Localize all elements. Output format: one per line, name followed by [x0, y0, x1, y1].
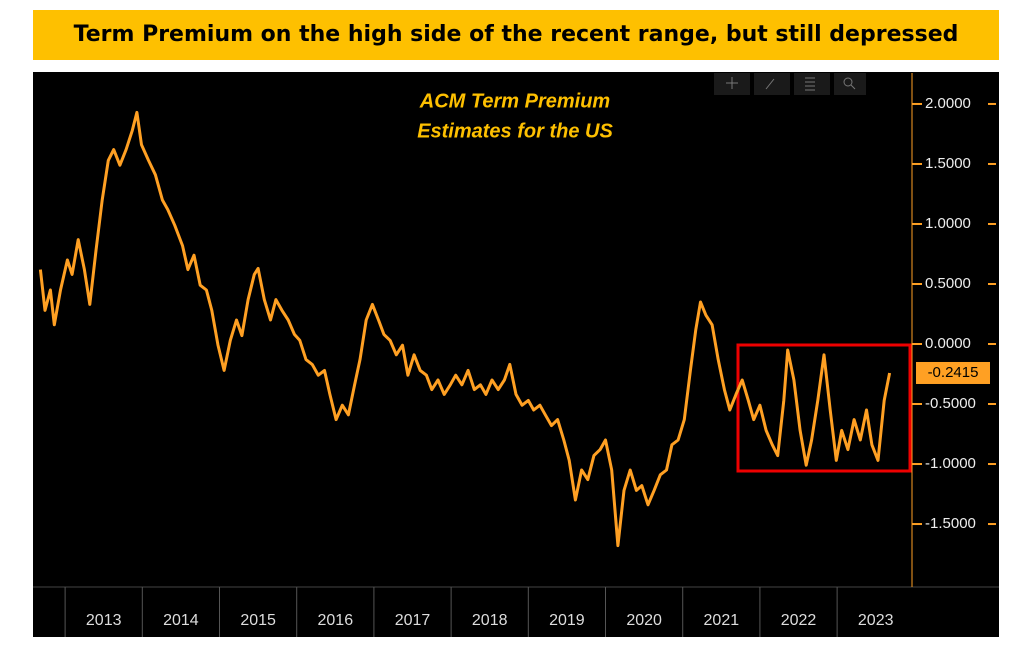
x-tick-label: 2022 — [781, 612, 817, 629]
toolbar-button[interactable] — [794, 73, 830, 95]
y-tick-label: -1.0000 — [925, 455, 976, 472]
y-tick-label: 0.5000 — [925, 275, 971, 292]
x-tick-label: 2014 — [163, 612, 199, 629]
y-tick-label: -0.5000 — [925, 395, 976, 412]
line — [38, 110, 892, 548]
chart-background — [33, 72, 999, 637]
last-value-label: -0.2415 — [928, 364, 979, 381]
icon — [726, 77, 738, 89]
highlight-box — [736, 343, 912, 473]
x-tick-label: 2020 — [626, 612, 662, 629]
x-tick-label: 2017 — [395, 612, 431, 629]
title-bar: Term Premium on the high side of the rec… — [33, 10, 999, 60]
icon — [765, 78, 775, 90]
y-tick-label: 1.0000 — [925, 215, 971, 232]
y-tick-label: 2.0000 — [925, 95, 971, 112]
toolbar — [714, 73, 866, 95]
icon — [843, 77, 853, 87]
annotation: ACM Term Premium — [419, 90, 610, 112]
y-tick-label: -1.5000 — [925, 515, 976, 532]
annotation: Estimates for the US — [417, 120, 613, 142]
icon — [850, 84, 856, 90]
toolbar-button[interactable] — [754, 73, 790, 95]
last-value-box — [916, 361, 990, 384]
x-tick-label: 2015 — [240, 612, 276, 629]
icon — [805, 77, 815, 91]
x-tick-label: 2019 — [549, 612, 585, 629]
x-tick-label: 2021 — [704, 612, 740, 629]
x-tick-label: 2023 — [858, 612, 894, 629]
x-tick-label: 2016 — [318, 612, 354, 629]
toolbar-button[interactable] — [834, 73, 866, 95]
y-tick-label: 1.5000 — [925, 155, 971, 172]
x-tick-label: 2018 — [472, 612, 508, 629]
y-tick-label: 0.0000 — [925, 335, 971, 352]
x-tick-label: 2013 — [86, 612, 122, 629]
